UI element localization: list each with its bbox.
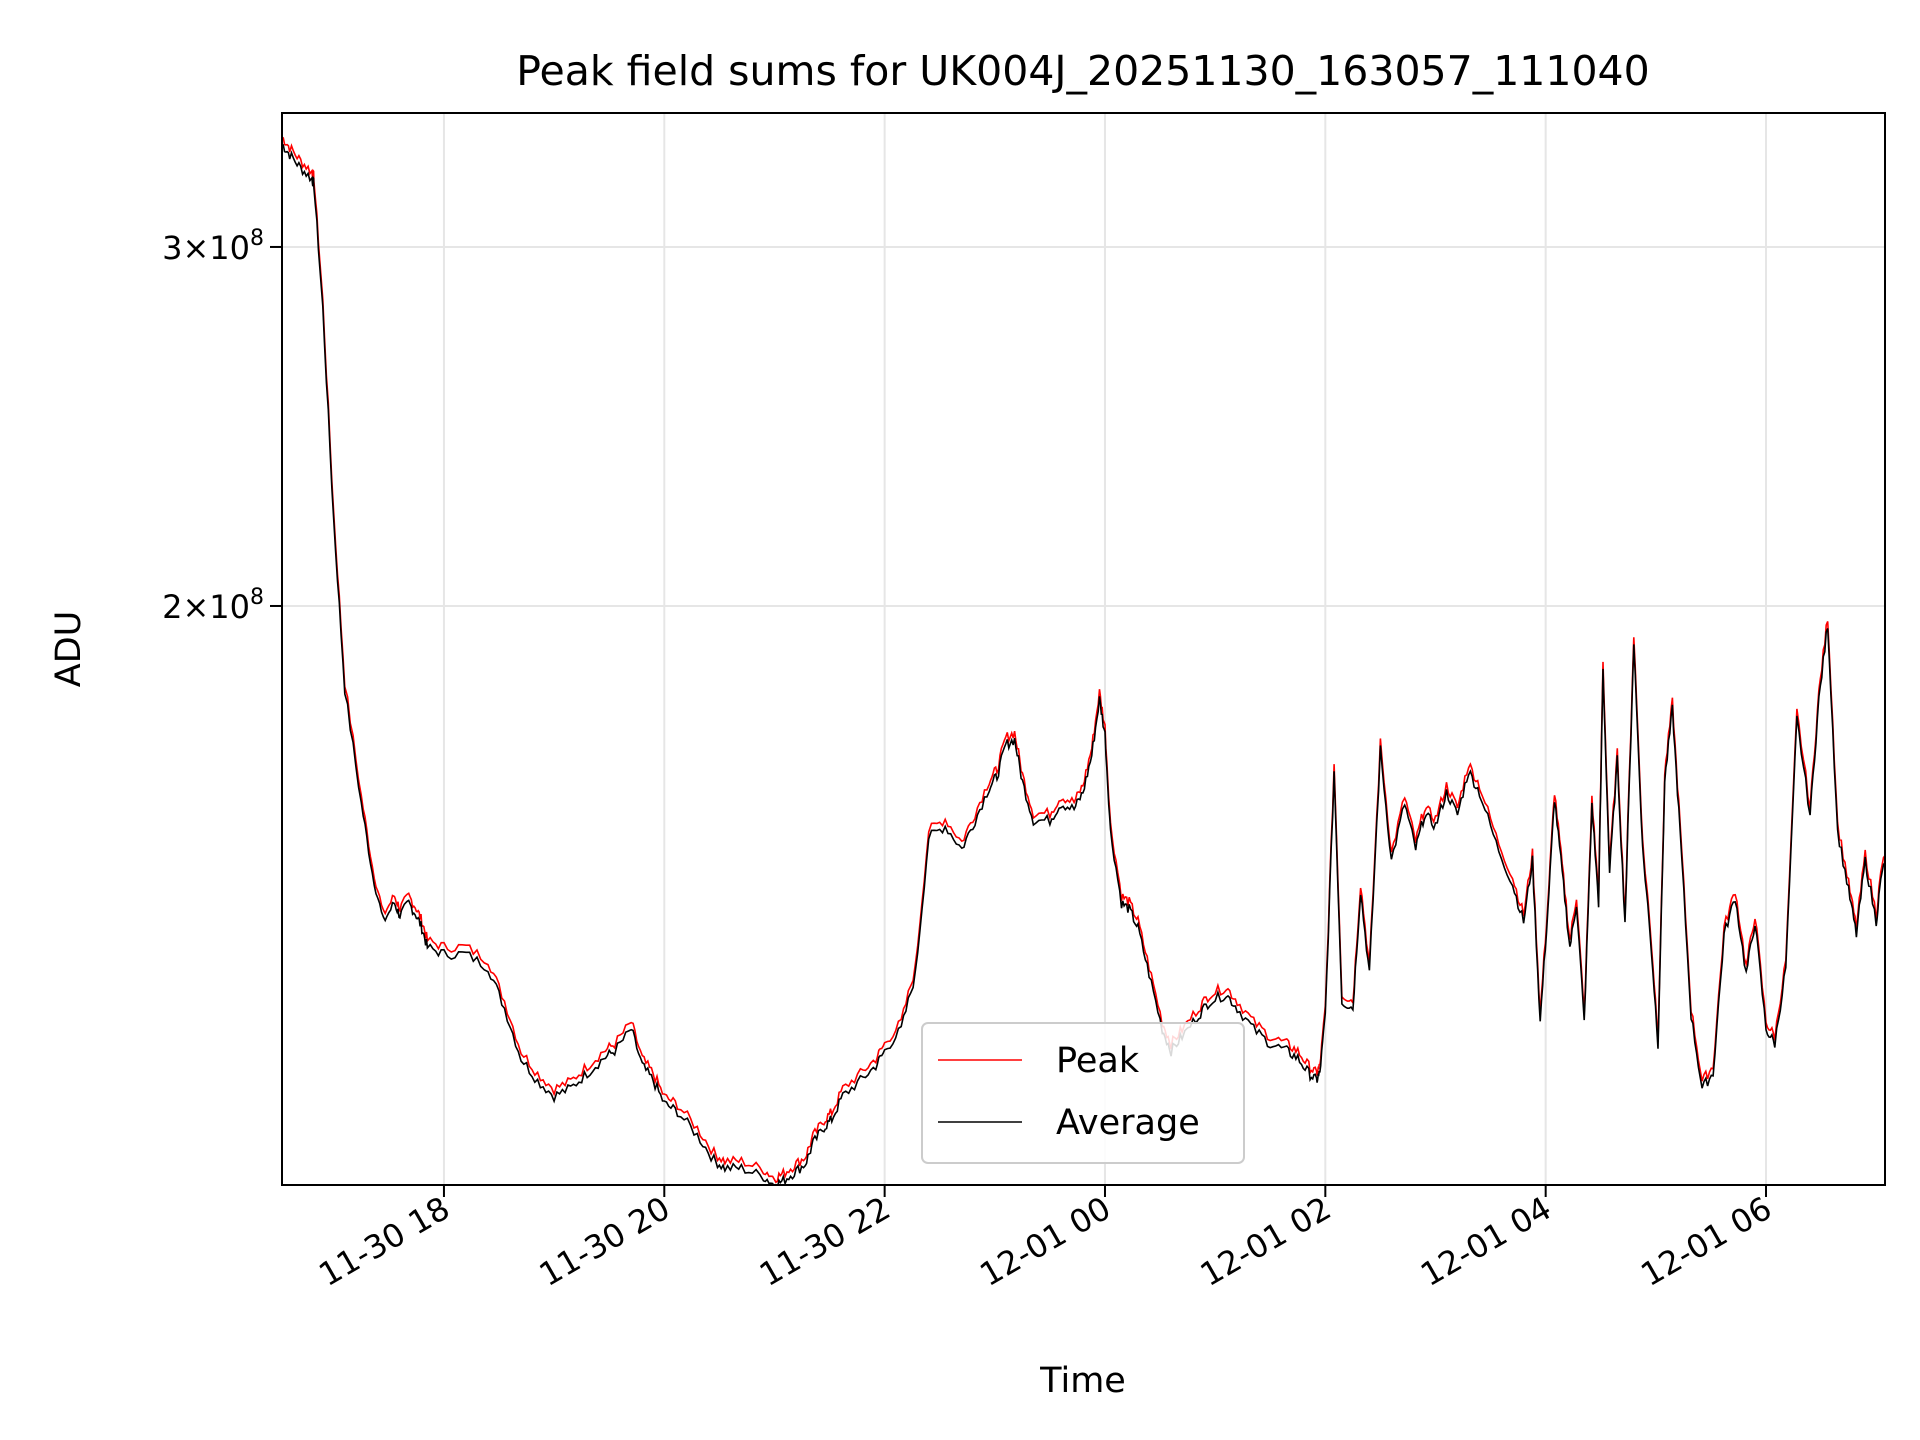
legend-label-peak: Peak xyxy=(1056,1041,1140,1081)
grid xyxy=(282,113,1885,1185)
y-tick-label-exp: 8 xyxy=(250,226,264,251)
y-tick-label-exp: 8 xyxy=(250,585,264,610)
chart-title: Peak field sums for UK004J_20251130_1630… xyxy=(516,47,1649,95)
y-tick-label-base: 2×10 xyxy=(162,588,250,626)
y-axis-label: ADU xyxy=(49,611,89,688)
y-tick-label-base: 3×10 xyxy=(162,229,250,267)
legend: Peak Average xyxy=(921,1022,1245,1164)
x-axis-label: Time xyxy=(1039,1361,1126,1401)
legend-label-average: Average xyxy=(1056,1103,1200,1143)
y-tick-label: 3×108 xyxy=(162,226,264,267)
y-tick-label: 2×108 xyxy=(162,585,264,626)
plot-frame xyxy=(281,112,1886,1186)
legend-box xyxy=(921,1022,1245,1164)
